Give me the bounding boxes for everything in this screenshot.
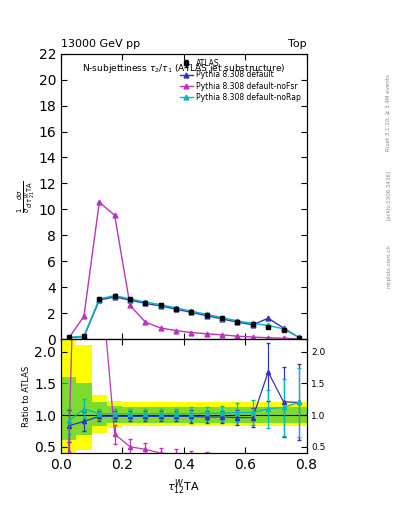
Pythia 8.308 default [66, 335, 71, 341]
Text: 13000 GeV pp: 13000 GeV pp [61, 38, 140, 49]
Pythia 8.308 default-noRap [220, 314, 224, 321]
Pythia 8.308 default [266, 315, 270, 322]
Pythia 8.308 default-noFsr [174, 328, 178, 334]
Text: N-subjettiness $\tau_2/\tau_1$ (ATLAS jet substructure): N-subjettiness $\tau_2/\tau_1$ (ATLAS je… [82, 62, 286, 75]
Pythia 8.308 default [158, 303, 163, 309]
Pythia 8.308 default [128, 297, 132, 303]
Pythia 8.308 default-noRap [82, 333, 86, 339]
Text: Top: Top [288, 38, 307, 49]
Pythia 8.308 default-noRap [158, 302, 163, 308]
Legend: ATLAS, Pythia 8.308 default, Pythia 8.308 default-noFsr, Pythia 8.308 default-no: ATLAS, Pythia 8.308 default, Pythia 8.30… [178, 57, 303, 103]
Text: [arXiv:1306.3436]: [arXiv:1306.3436] [386, 169, 391, 220]
Pythia 8.308 default-noRap [266, 323, 270, 329]
Pythia 8.308 default [204, 313, 209, 319]
Pythia 8.308 default-noRap [250, 321, 255, 327]
Pythia 8.308 default-noRap [189, 308, 194, 314]
Line: Pythia 8.308 default: Pythia 8.308 default [66, 294, 301, 340]
Pythia 8.308 default-noRap [235, 318, 240, 324]
Y-axis label: Ratio to ATLAS: Ratio to ATLAS [22, 366, 31, 426]
Pythia 8.308 default-noFsr [220, 332, 224, 338]
Pythia 8.308 default-noFsr [250, 334, 255, 340]
Pythia 8.308 default [174, 306, 178, 312]
Pythia 8.308 default [250, 322, 255, 328]
Pythia 8.308 default [82, 334, 86, 340]
Pythia 8.308 default-noRap [204, 311, 209, 317]
Pythia 8.308 default [296, 334, 301, 340]
Pythia 8.308 default-noFsr [204, 331, 209, 337]
Pythia 8.308 default-noRap [281, 326, 286, 332]
Line: Pythia 8.308 default-noFsr: Pythia 8.308 default-noFsr [66, 200, 301, 341]
Pythia 8.308 default [97, 297, 102, 303]
Pythia 8.308 default-noFsr [143, 319, 148, 325]
Pythia 8.308 default-noFsr [281, 335, 286, 342]
Pythia 8.308 default [189, 309, 194, 315]
Pythia 8.308 default-noFsr [66, 335, 71, 342]
Pythia 8.308 default [143, 300, 148, 306]
Pythia 8.308 default [220, 316, 224, 322]
Pythia 8.308 default-noRap [66, 334, 71, 340]
Line: Pythia 8.308 default-noRap: Pythia 8.308 default-noRap [66, 293, 301, 340]
X-axis label: $\tau_{12}^{W}$TA: $\tau_{12}^{W}$TA [167, 478, 200, 497]
Pythia 8.308 default-noFsr [112, 212, 117, 218]
Pythia 8.308 default-noRap [143, 299, 148, 305]
Pythia 8.308 default-noRap [128, 296, 132, 302]
Pythia 8.308 default-noRap [97, 296, 102, 302]
Pythia 8.308 default-noFsr [82, 313, 86, 319]
Text: Rivet 3.1.10, ≥ 3.4M events: Rivet 3.1.10, ≥ 3.4M events [386, 74, 391, 151]
Pythia 8.308 default-noFsr [189, 329, 194, 335]
Pythia 8.308 default [112, 294, 117, 300]
Pythia 8.308 default-noFsr [158, 325, 163, 331]
Pythia 8.308 default-noFsr [97, 199, 102, 205]
Pythia 8.308 default-noRap [174, 305, 178, 311]
Pythia 8.308 default-noRap [112, 292, 117, 298]
Pythia 8.308 default-noFsr [266, 335, 270, 341]
Pythia 8.308 default-noFsr [235, 333, 240, 339]
Text: mcplots.cern.ch: mcplots.cern.ch [386, 244, 391, 288]
Y-axis label: $\frac{1}{\sigma}\frac{d\sigma}{d\,\tau_{21}^{W}\mathrm{TA}}$: $\frac{1}{\sigma}\frac{d\sigma}{d\,\tau_… [15, 180, 37, 212]
Pythia 8.308 default [235, 319, 240, 325]
Pythia 8.308 default [281, 325, 286, 331]
Pythia 8.308 default-noFsr [296, 336, 301, 342]
Pythia 8.308 default-noFsr [128, 302, 132, 308]
Pythia 8.308 default-noRap [296, 334, 301, 340]
